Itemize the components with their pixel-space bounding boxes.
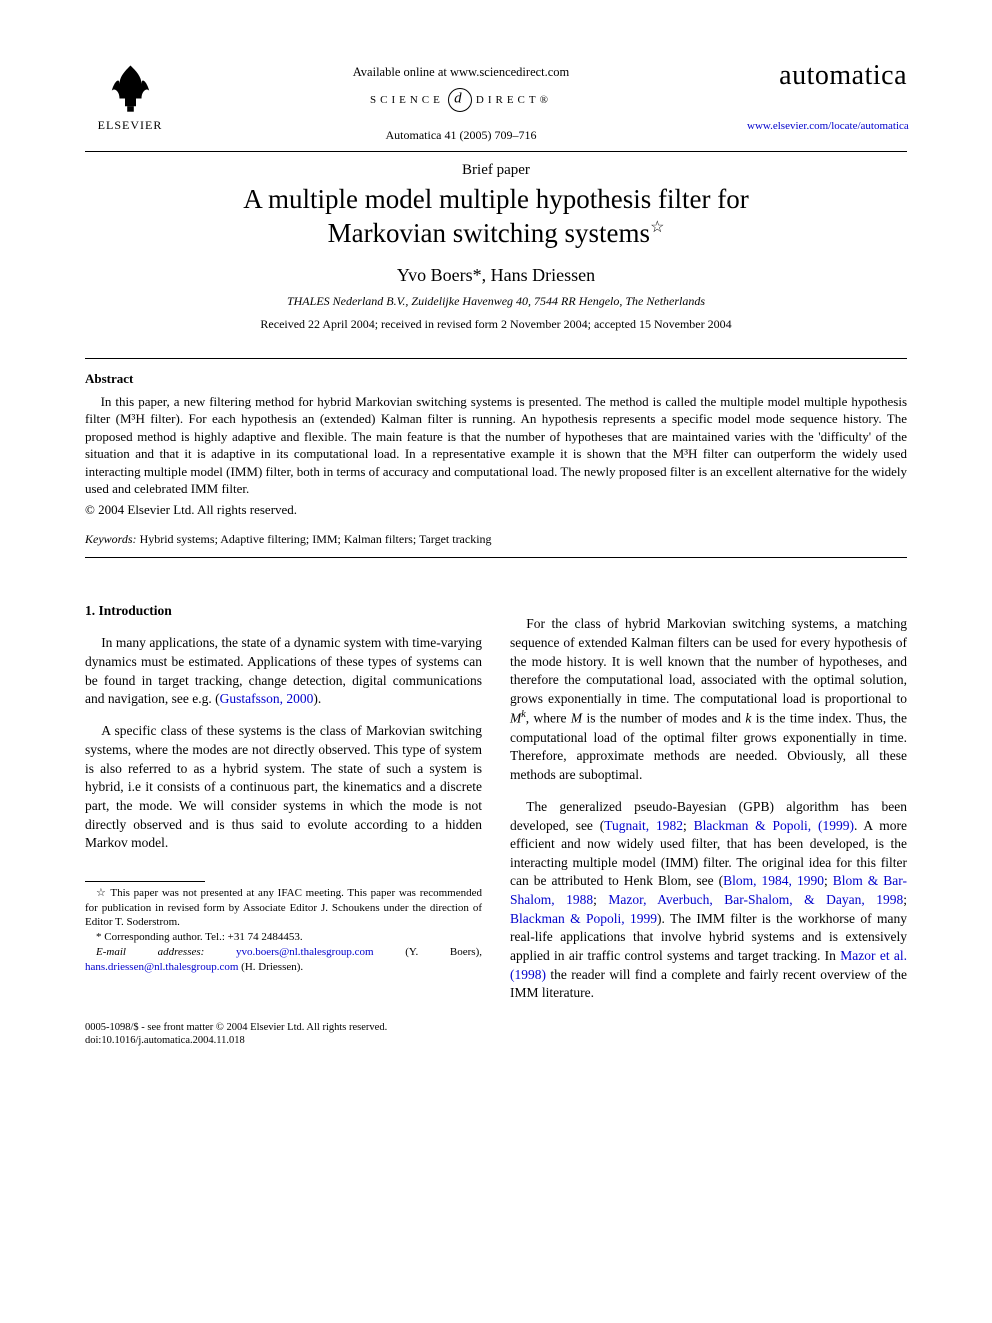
left-column: 1. Introduction In many applications, th…	[85, 602, 482, 1003]
sd-right: DIRECT®	[476, 94, 552, 106]
rule-abstract-top	[85, 358, 907, 359]
footnote-3: E-mail addresses: yvo.boers@nl.thalesgro…	[85, 945, 482, 975]
body-columns: 1. Introduction In many applications, th…	[85, 602, 907, 1003]
rule-top	[85, 151, 907, 152]
journal-url[interactable]: www.elsevier.com/locate/automatica	[747, 120, 907, 132]
cite-tugnait[interactable]: Tugnait, 1982	[604, 818, 683, 833]
journal-name-block: automatica www.elsevier.com/locate/autom…	[747, 60, 907, 132]
sd-circle-icon	[448, 88, 472, 112]
cite-blom-1[interactable]: Blom, 1984, 1990	[723, 873, 824, 888]
sciencedirect-logo: SCIENCE DIRECT®	[175, 88, 747, 112]
title-star-icon: ☆	[650, 219, 664, 236]
elsevier-tree-icon	[103, 60, 158, 115]
publisher-logo-block: ELSEVIER	[85, 60, 175, 133]
abstract-heading: Abstract	[85, 371, 907, 387]
center-header: Available online at www.sciencedirect.co…	[175, 60, 747, 143]
sd-left: SCIENCE	[370, 94, 444, 106]
affiliation: THALES Nederland B.V., Zuidelijke Havenw…	[85, 294, 907, 309]
authors: Yvo Boers*, Hans Driessen	[85, 265, 907, 286]
left-para-2: A specific class of these systems is the…	[85, 722, 482, 852]
header-row: ELSEVIER Available online at www.science…	[85, 60, 907, 143]
footnotes: ☆ This paper was not presented at any IF…	[85, 886, 482, 975]
abstract-body: In this paper, a new filtering method fo…	[85, 393, 907, 498]
cite-blackman-1[interactable]: Blackman & Popoli, (1999)	[694, 818, 854, 833]
paper-title: A multiple model multiple hypothesis fil…	[125, 183, 867, 251]
section-1-heading: 1. Introduction	[85, 602, 482, 621]
journal-name: automatica	[747, 60, 907, 92]
email-boers[interactable]: yvo.boers@nl.thalesgroup.com	[236, 946, 374, 958]
keywords-label: Keywords:	[85, 532, 137, 546]
abstract-copyright: © 2004 Elsevier Ltd. All rights reserved…	[85, 502, 907, 518]
keywords: Keywords: Hybrid systems; Adaptive filte…	[85, 532, 907, 547]
copyright-line: 0005-1098/$ - see front matter © 2004 El…	[85, 1021, 907, 1035]
rule-abstract-bottom	[85, 557, 907, 558]
doi-line: doi:10.1016/j.automatica.2004.11.018	[85, 1034, 907, 1048]
paper-type: Brief paper	[85, 162, 907, 179]
left-para-1: In many applications, the state of a dyn…	[85, 634, 482, 709]
available-online-text: Available online at www.sciencedirect.co…	[175, 65, 747, 80]
footnote-1: ☆ This paper was not presented at any IF…	[85, 886, 482, 931]
title-line2: Markovian switching systems	[328, 218, 650, 248]
right-para-2: The generalized pseudo-Bayesian (GPB) al…	[510, 798, 907, 1003]
right-para-1: For the class of hybrid Markovian switch…	[510, 615, 907, 784]
title-line1: A multiple model multiple hypothesis fil…	[243, 184, 748, 214]
received-dates: Received 22 April 2004; received in revi…	[85, 317, 907, 332]
footnote-rule	[85, 881, 205, 882]
page: ELSEVIER Available online at www.science…	[0, 0, 992, 1098]
footnote-2: * Corresponding author. Tel.: +31 74 248…	[85, 930, 482, 945]
publisher-name: ELSEVIER	[98, 118, 163, 133]
email-label: E-mail addresses:	[96, 946, 204, 958]
journal-reference: Automatica 41 (2005) 709–716	[175, 128, 747, 143]
cite-blackman-2[interactable]: Blackman & Popoli, 1999	[510, 911, 657, 926]
keywords-text: Hybrid systems; Adaptive filtering; IMM;…	[137, 532, 492, 546]
cite-mazor-1[interactable]: Mazor, Averbuch, Bar-Shalom, & Dayan, 19…	[608, 892, 903, 907]
bottom-matter: 0005-1098/$ - see front matter © 2004 El…	[85, 1021, 907, 1048]
cite-gustafsson[interactable]: Gustafsson, 2000	[220, 691, 314, 706]
right-column: For the class of hybrid Markovian switch…	[510, 602, 907, 1003]
email-driessen[interactable]: hans.driessen@nl.thalesgroup.com	[85, 961, 238, 973]
